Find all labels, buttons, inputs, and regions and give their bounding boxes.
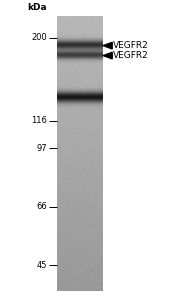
Text: 200: 200	[31, 33, 47, 42]
FancyArrow shape	[103, 42, 112, 49]
Text: VEGFR2: VEGFR2	[113, 41, 149, 50]
Text: kDa: kDa	[28, 3, 47, 12]
Text: 116: 116	[31, 116, 47, 125]
Text: VEGFR2: VEGFR2	[113, 51, 149, 60]
Text: 97: 97	[36, 144, 47, 153]
Text: 45: 45	[37, 261, 47, 270]
FancyArrow shape	[103, 52, 112, 59]
Text: 66: 66	[36, 202, 47, 211]
